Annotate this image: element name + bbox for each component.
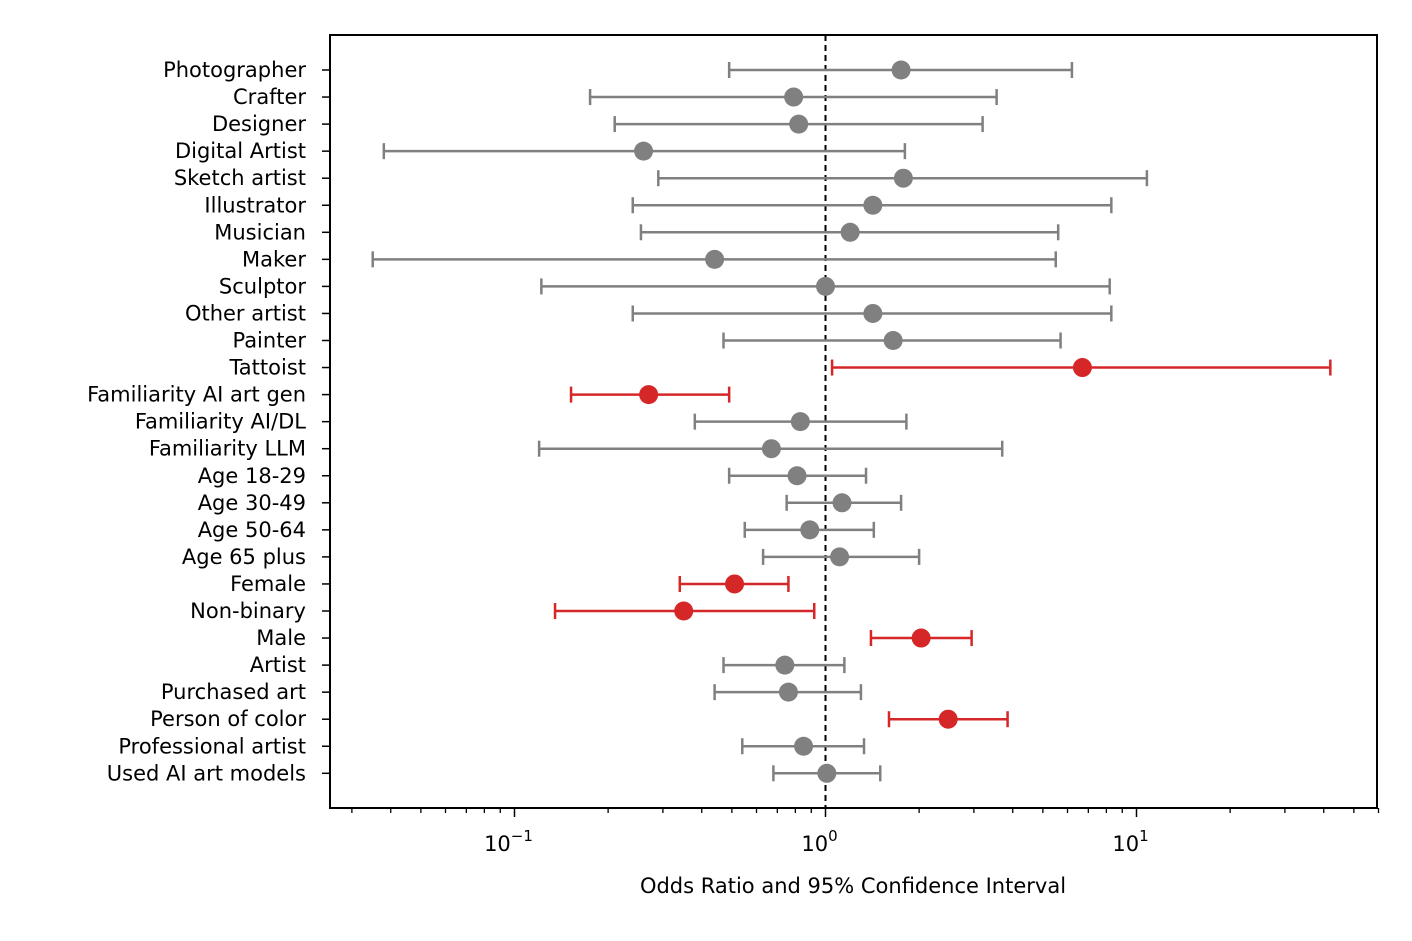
x-axis-title: Odds Ratio and 95% Confidence Interval: [640, 874, 1066, 898]
odds-ratio-point: [634, 141, 654, 161]
row-sculptor: [540, 276, 1111, 296]
y-tick-label: Digital Artist: [175, 139, 306, 163]
odds-ratio-point: [840, 222, 860, 242]
odds-ratio-point: [778, 682, 798, 702]
y-tick-label: Painter: [232, 329, 306, 353]
y-tick-label: Musician: [214, 220, 306, 244]
odds-ratio-point: [911, 628, 931, 648]
odds-ratio-point: [832, 493, 852, 513]
row-artist: [722, 655, 846, 675]
odds-ratio-point: [725, 574, 745, 594]
row-familiarity-ai-art-gen: [569, 385, 731, 405]
odds-ratio-point: [784, 87, 804, 107]
odds-ratio-point: [1072, 358, 1092, 378]
odds-ratio-point: [816, 276, 835, 296]
row-female: [678, 574, 790, 594]
y-tick-label: Artist: [250, 653, 306, 677]
odds-ratio-point: [789, 114, 809, 134]
y-tick-label: Age 50-64: [198, 518, 306, 542]
row-age-65-plus: [761, 547, 921, 567]
odds-ratio-point: [938, 709, 958, 729]
row-professional-artist: [741, 736, 866, 756]
row-other-artist: [631, 303, 1113, 323]
y-tick-label: Age 65 plus: [182, 545, 306, 569]
y-tick-label: Sketch artist: [174, 166, 306, 190]
row-musician: [639, 222, 1060, 242]
odds-ratio-point: [830, 547, 850, 567]
row-non-binary: [553, 601, 816, 621]
odds-ratio-point: [674, 601, 694, 621]
odds-ratio-point: [787, 466, 807, 486]
odds-ratio-point: [883, 331, 903, 350]
odds-ratio-point: [705, 249, 725, 269]
x-tick-label: 100: [801, 827, 837, 856]
odds-ratio-point: [790, 412, 810, 432]
row-photographer: [727, 60, 1074, 80]
y-tick-label: Non-binary: [190, 599, 306, 623]
row-painter: [722, 331, 1062, 350]
y-tick-label: Sculptor: [219, 274, 306, 298]
row-designer: [613, 114, 984, 134]
y-tick-label: Crafter: [233, 85, 306, 109]
y-tick-label: Used AI art models: [107, 761, 306, 785]
y-tick-label: Purchased art: [161, 680, 306, 704]
odds-ratio-point: [891, 60, 911, 80]
y-tick-label: Male: [256, 626, 306, 650]
odds-ratio-point: [639, 385, 659, 405]
x-axis: 10−1 100 101: [351, 808, 1380, 856]
plot-area: [329, 34, 1378, 809]
y-tick-label: Photographer: [163, 58, 306, 82]
y-tick-label: Age 30-49: [198, 491, 306, 515]
row-familiarity-llm: [537, 439, 1004, 459]
row-tattoist: [830, 358, 1332, 378]
y-tick-label: Other artist: [185, 301, 306, 325]
y-tick-label: Familiarity AI art gen: [87, 383, 306, 407]
row-age-50-64: [743, 520, 876, 540]
odds-ratio-point: [761, 439, 781, 459]
row-maker: [371, 249, 1058, 269]
odds-ratio-point: [863, 303, 883, 323]
row-person-of-color: [887, 709, 1009, 729]
x-tick-label: 101: [1112, 827, 1148, 856]
row-illustrator: [631, 195, 1113, 215]
y-tick-label: Person of color: [150, 707, 306, 731]
row-male: [869, 628, 973, 648]
row-sketch-artist: [657, 168, 1149, 188]
row-crafter: [588, 87, 998, 107]
odds-ratio-point: [893, 168, 913, 188]
row-used-ai-art-models: [772, 763, 882, 783]
x-tick-label: 10−1: [484, 827, 533, 856]
y-tick-label: Maker: [242, 247, 306, 271]
y-tick-label: Age 18-29: [198, 464, 306, 488]
row-digital-artist: [382, 141, 907, 161]
row-age-18-29: [727, 466, 868, 486]
y-tick-label: Professional artist: [118, 734, 306, 758]
y-tick-label: Familiarity AI/DL: [135, 410, 306, 434]
odds-ratio-point: [794, 736, 814, 756]
y-tick-label: Familiarity LLM: [149, 437, 306, 461]
y-axis-labels: Photographer Crafter Designer Digital Artis…: [87, 58, 330, 785]
odds-ratio-point: [800, 520, 820, 540]
row-purchased-art: [713, 682, 863, 702]
y-tick-label: Tattoist: [228, 356, 306, 380]
odds-ratio-point: [817, 763, 837, 783]
odds-ratio-point: [863, 195, 883, 215]
row-age-30-49: [785, 493, 903, 513]
y-tick-label: Female: [230, 572, 306, 596]
y-tick-label: Illustrator: [204, 193, 306, 217]
row-familiarity-ai-dl: [693, 412, 908, 432]
y-tick-label: Designer: [212, 112, 306, 136]
odds-ratio-point: [775, 655, 795, 675]
